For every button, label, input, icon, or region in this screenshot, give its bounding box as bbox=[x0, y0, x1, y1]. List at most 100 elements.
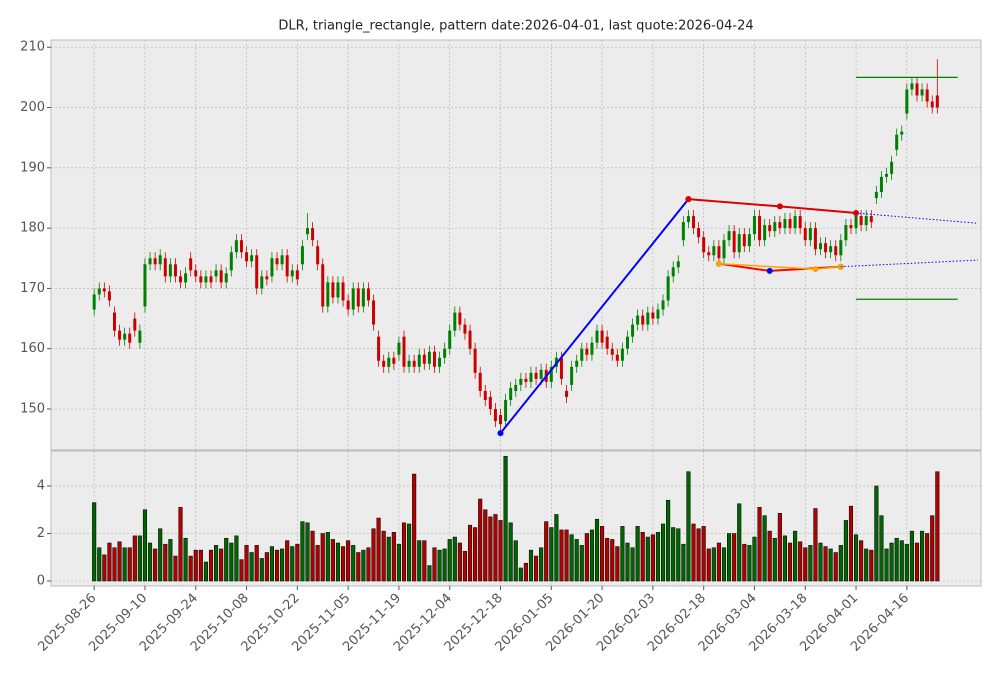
volume-bar bbox=[610, 539, 615, 582]
volume-bar bbox=[528, 549, 534, 582]
candle-body bbox=[575, 360, 579, 367]
candle-body bbox=[438, 357, 442, 367]
volume-bar bbox=[427, 565, 432, 582]
volume-bar bbox=[269, 546, 274, 582]
volume-bar bbox=[122, 547, 127, 582]
volume-bar bbox=[737, 503, 742, 582]
candle-body bbox=[473, 348, 477, 373]
volume-bar bbox=[285, 540, 290, 582]
candle-body bbox=[600, 330, 604, 343]
candle-body bbox=[534, 372, 538, 379]
volume-bar bbox=[356, 552, 361, 582]
y-tick-label: 210 bbox=[20, 40, 45, 55]
volume-bar bbox=[930, 515, 935, 582]
candle-body bbox=[377, 336, 381, 361]
candle-body bbox=[702, 237, 706, 253]
volume-bar bbox=[391, 532, 396, 582]
volume-bar bbox=[625, 542, 630, 582]
volume-bar bbox=[452, 536, 457, 582]
volume-bar bbox=[483, 509, 488, 582]
y-tick-label: 200 bbox=[20, 100, 45, 115]
volume-bar bbox=[249, 552, 254, 582]
candle-body bbox=[676, 261, 680, 268]
candle-body bbox=[651, 312, 655, 319]
candle-body bbox=[854, 216, 858, 229]
candle-body bbox=[270, 258, 274, 277]
volume-bar bbox=[422, 540, 427, 582]
candle-body bbox=[336, 282, 340, 298]
volume-bar bbox=[264, 552, 269, 582]
volume-bar bbox=[666, 499, 671, 582]
volume-bar bbox=[884, 548, 889, 582]
volume-bar bbox=[488, 516, 493, 582]
candle-body bbox=[255, 255, 259, 289]
candle-body bbox=[499, 415, 503, 425]
volume-bar bbox=[315, 545, 320, 582]
volume-bar bbox=[219, 548, 224, 582]
volume-bar bbox=[721, 547, 727, 582]
candle-body bbox=[331, 282, 335, 298]
volume-bar bbox=[772, 537, 777, 582]
volume-bar bbox=[762, 515, 767, 582]
candle-body bbox=[529, 372, 533, 382]
volume-bar bbox=[132, 535, 137, 582]
volume-bar bbox=[102, 554, 107, 582]
candle-body bbox=[163, 258, 167, 277]
volume-bar bbox=[564, 529, 569, 582]
candle-body bbox=[590, 342, 594, 355]
candle-body bbox=[504, 399, 508, 422]
candle-body bbox=[910, 83, 914, 90]
candle-body bbox=[874, 191, 878, 198]
candle-body bbox=[153, 258, 157, 265]
volume-bar bbox=[727, 533, 732, 582]
candle-body bbox=[392, 357, 396, 364]
candle-body bbox=[326, 282, 330, 307]
volume-bar bbox=[341, 546, 346, 582]
candle-body bbox=[671, 267, 675, 277]
volume-bar bbox=[747, 545, 752, 582]
candle-body bbox=[341, 282, 345, 301]
volume-bar bbox=[178, 507, 183, 582]
volume-bar bbox=[559, 529, 564, 582]
volume-bar bbox=[828, 548, 833, 582]
candle-body bbox=[224, 273, 228, 283]
volume-bar bbox=[127, 547, 132, 582]
candle-body bbox=[697, 228, 701, 238]
volume-bar bbox=[163, 543, 168, 582]
candle-body bbox=[788, 219, 792, 229]
volume-bar bbox=[787, 542, 793, 582]
volume-bar bbox=[381, 530, 386, 582]
volume-bar bbox=[813, 508, 818, 582]
volume-bar bbox=[909, 530, 914, 582]
candle-body bbox=[813, 228, 817, 250]
volume-bar bbox=[168, 539, 173, 582]
candle-body bbox=[483, 390, 487, 400]
volume-bar bbox=[798, 541, 803, 582]
volume-bar bbox=[234, 535, 239, 582]
candle-body bbox=[229, 252, 233, 271]
volume-bar bbox=[473, 527, 478, 582]
volume-bar bbox=[732, 533, 737, 582]
volume-bar bbox=[579, 545, 584, 582]
volume-bar bbox=[925, 533, 930, 582]
candle-body bbox=[549, 366, 553, 382]
volume-bar bbox=[447, 539, 452, 582]
candle-body bbox=[808, 228, 812, 241]
volume-bar bbox=[671, 527, 676, 582]
candle-body bbox=[625, 336, 629, 349]
candle-body bbox=[102, 288, 106, 292]
volume-bar bbox=[574, 539, 579, 582]
candle-body bbox=[448, 330, 452, 349]
candle-body bbox=[818, 243, 822, 250]
candle-body bbox=[737, 234, 741, 253]
volume-bar bbox=[137, 535, 142, 582]
volume-bar bbox=[859, 540, 864, 582]
candle-body bbox=[773, 222, 777, 232]
volume-bar bbox=[554, 514, 559, 582]
candle-body bbox=[214, 270, 218, 277]
candle-body bbox=[280, 255, 284, 265]
candle-body bbox=[656, 309, 660, 319]
candle-body bbox=[97, 288, 101, 295]
candle-body bbox=[239, 240, 243, 253]
candle-body bbox=[849, 225, 853, 229]
